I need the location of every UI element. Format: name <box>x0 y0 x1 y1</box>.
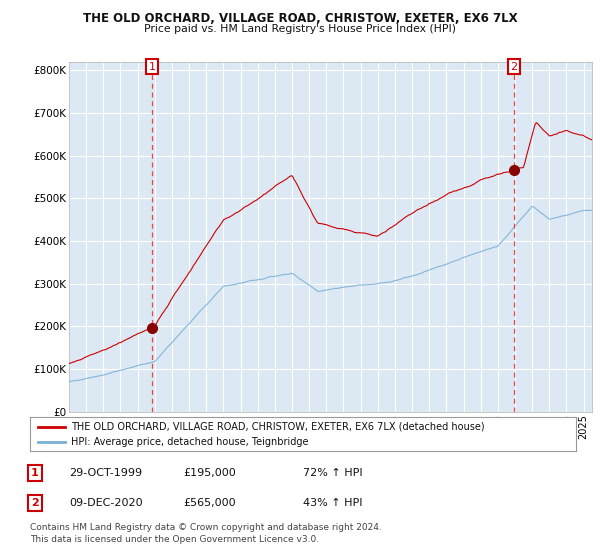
Text: 2: 2 <box>31 498 38 508</box>
Text: 1: 1 <box>31 468 38 478</box>
Text: 72% ↑ HPI: 72% ↑ HPI <box>303 468 362 478</box>
Text: THE OLD ORCHARD, VILLAGE ROAD, CHRISTOW, EXETER, EX6 7LX: THE OLD ORCHARD, VILLAGE ROAD, CHRISTOW,… <box>83 12 517 25</box>
Text: 29-OCT-1999: 29-OCT-1999 <box>69 468 142 478</box>
Text: £565,000: £565,000 <box>183 498 236 508</box>
Text: 2: 2 <box>511 62 518 72</box>
Text: £195,000: £195,000 <box>183 468 236 478</box>
Text: Contains HM Land Registry data © Crown copyright and database right 2024.: Contains HM Land Registry data © Crown c… <box>30 523 382 532</box>
Text: 09-DEC-2020: 09-DEC-2020 <box>69 498 143 508</box>
Text: Price paid vs. HM Land Registry's House Price Index (HPI): Price paid vs. HM Land Registry's House … <box>144 24 456 34</box>
Text: This data is licensed under the Open Government Licence v3.0.: This data is licensed under the Open Gov… <box>30 535 319 544</box>
Text: HPI: Average price, detached house, Teignbridge: HPI: Average price, detached house, Teig… <box>71 437 308 447</box>
Text: 1: 1 <box>148 62 155 72</box>
Text: 43% ↑ HPI: 43% ↑ HPI <box>303 498 362 508</box>
Text: THE OLD ORCHARD, VILLAGE ROAD, CHRISTOW, EXETER, EX6 7LX (detached house): THE OLD ORCHARD, VILLAGE ROAD, CHRISTOW,… <box>71 422 485 432</box>
